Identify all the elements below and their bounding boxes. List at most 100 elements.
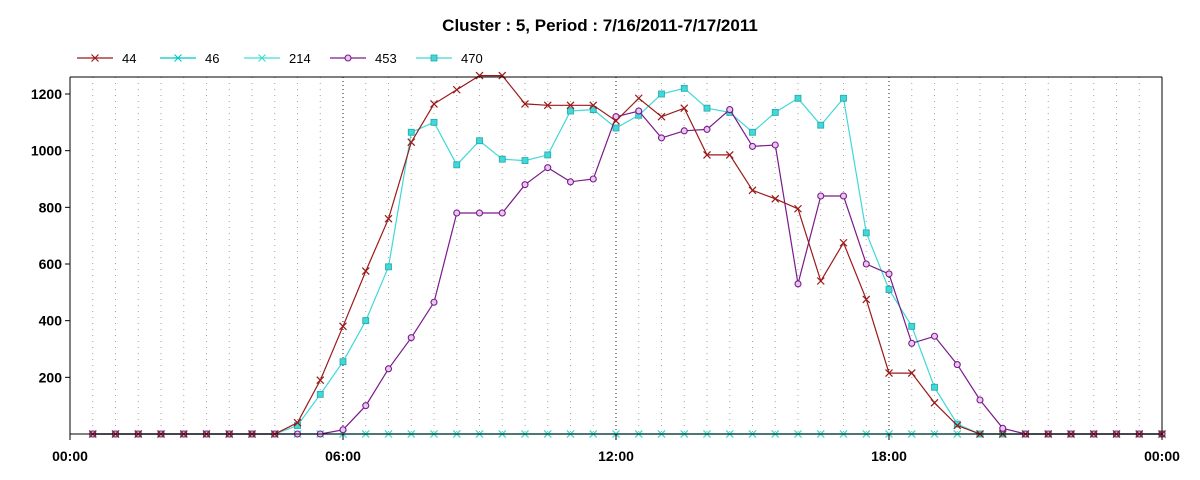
legend-label: 453 xyxy=(375,51,397,66)
marker-stroke xyxy=(475,71,484,80)
marker-stroke xyxy=(771,194,780,203)
data-point-470 xyxy=(703,104,711,112)
chart-title: Cluster : 5, Period : 7/16/2011-7/17/201… xyxy=(442,16,758,35)
y-tick-label: 1200 xyxy=(31,86,62,102)
data-point-44 xyxy=(612,116,620,125)
series-layer xyxy=(88,71,1166,438)
legend: 44 46 214 453 470 xyxy=(77,51,483,66)
data-point-44 xyxy=(430,99,438,108)
data-point-470 xyxy=(430,118,438,126)
data-point-453 xyxy=(885,270,893,278)
data-point-470 xyxy=(567,107,574,115)
data-point-44 xyxy=(293,418,302,427)
data-point-44 xyxy=(748,186,757,195)
data-point-453 xyxy=(862,260,870,268)
marker-stroke xyxy=(930,398,939,407)
legend-label: 44 xyxy=(122,51,136,66)
data-point-44 xyxy=(862,295,871,304)
data-point-470 xyxy=(749,128,756,136)
marker-stroke xyxy=(91,54,99,62)
data-point-470 xyxy=(521,157,529,164)
marker-stroke xyxy=(907,369,916,378)
data-point-44 xyxy=(634,94,643,103)
data-point-44 xyxy=(794,204,802,213)
data-point-453 xyxy=(976,396,984,404)
marker-stroke xyxy=(816,277,825,285)
data-point-44 xyxy=(885,369,893,378)
data-point-453 xyxy=(794,280,802,288)
marker-stroke xyxy=(498,71,507,80)
marker-stroke xyxy=(293,418,302,427)
data-point-470 xyxy=(840,94,847,102)
series-line-470 xyxy=(92,87,1162,435)
data-point-44 xyxy=(589,101,598,110)
marker-stroke xyxy=(521,99,529,108)
marker-stroke xyxy=(680,104,689,113)
legend-marker-44 xyxy=(91,54,99,62)
data-point-453 xyxy=(544,164,552,172)
data-point-470 xyxy=(931,383,938,391)
data-point-453 xyxy=(430,298,438,306)
data-point-453 xyxy=(817,192,825,200)
data-point-44 xyxy=(703,150,711,159)
marker-stroke xyxy=(953,421,962,430)
legend-marker-214 xyxy=(258,54,266,62)
x-tick-label: 12:00 xyxy=(598,448,634,464)
data-point-470 xyxy=(498,155,506,163)
data-point-453 xyxy=(566,178,575,186)
data-point-470 xyxy=(862,229,870,237)
data-point-453 xyxy=(680,127,688,135)
x-tick-label: 18:00 xyxy=(871,448,907,464)
marker-stroke xyxy=(339,322,347,331)
data-point-470 xyxy=(885,286,893,293)
data-point-44 xyxy=(771,194,780,203)
data-point-44 xyxy=(566,101,575,110)
y-tick-label: 1000 xyxy=(31,143,62,159)
data-point-453 xyxy=(635,107,643,115)
data-point-470 xyxy=(794,94,802,102)
data-point-470 xyxy=(362,317,370,325)
data-point-44 xyxy=(475,71,484,80)
y-tick-label: 200 xyxy=(39,369,63,385)
data-point-470 xyxy=(680,84,688,92)
data-point-44 xyxy=(657,112,666,121)
data-point-470 xyxy=(817,121,825,129)
x-tick-label: 00:00 xyxy=(1144,448,1180,464)
marker-stroke xyxy=(452,85,461,94)
data-point-453 xyxy=(521,181,529,189)
marker-stroke xyxy=(430,99,438,108)
data-point-453 xyxy=(475,209,484,217)
data-point-453 xyxy=(953,361,961,369)
x-tick-label: 00:00 xyxy=(52,448,88,464)
marker-stroke xyxy=(703,150,711,159)
data-point-453 xyxy=(339,426,347,434)
marker-stroke xyxy=(748,186,757,195)
marker-stroke xyxy=(634,94,643,103)
legend-marker-46 xyxy=(174,54,182,62)
marker-stroke xyxy=(384,214,393,223)
legend-label: 214 xyxy=(289,51,311,66)
data-point-453 xyxy=(362,402,370,410)
data-point-453 xyxy=(908,339,916,347)
marker-stroke xyxy=(407,138,416,147)
data-point-470 xyxy=(953,420,961,428)
legend-label: 46 xyxy=(205,51,219,66)
axes: 200 400 600 800 1000 1200 00:00 06:00 12:00 18:00… xyxy=(31,76,1180,464)
data-point-470 xyxy=(771,109,779,116)
data-point-453 xyxy=(999,424,1007,432)
data-point-44 xyxy=(953,421,962,430)
data-point-44 xyxy=(452,85,461,94)
data-point-453 xyxy=(839,192,848,200)
series-line-44 xyxy=(92,74,1162,435)
data-point-470 xyxy=(407,128,415,136)
data-point-470 xyxy=(544,151,552,159)
marker-stroke xyxy=(794,204,802,213)
y-tick-label: 800 xyxy=(39,199,63,215)
data-point-44 xyxy=(498,71,507,80)
marker-stroke xyxy=(258,54,266,62)
data-point-44 xyxy=(384,214,393,223)
data-point-470 xyxy=(476,137,483,145)
data-point-44 xyxy=(339,322,347,331)
